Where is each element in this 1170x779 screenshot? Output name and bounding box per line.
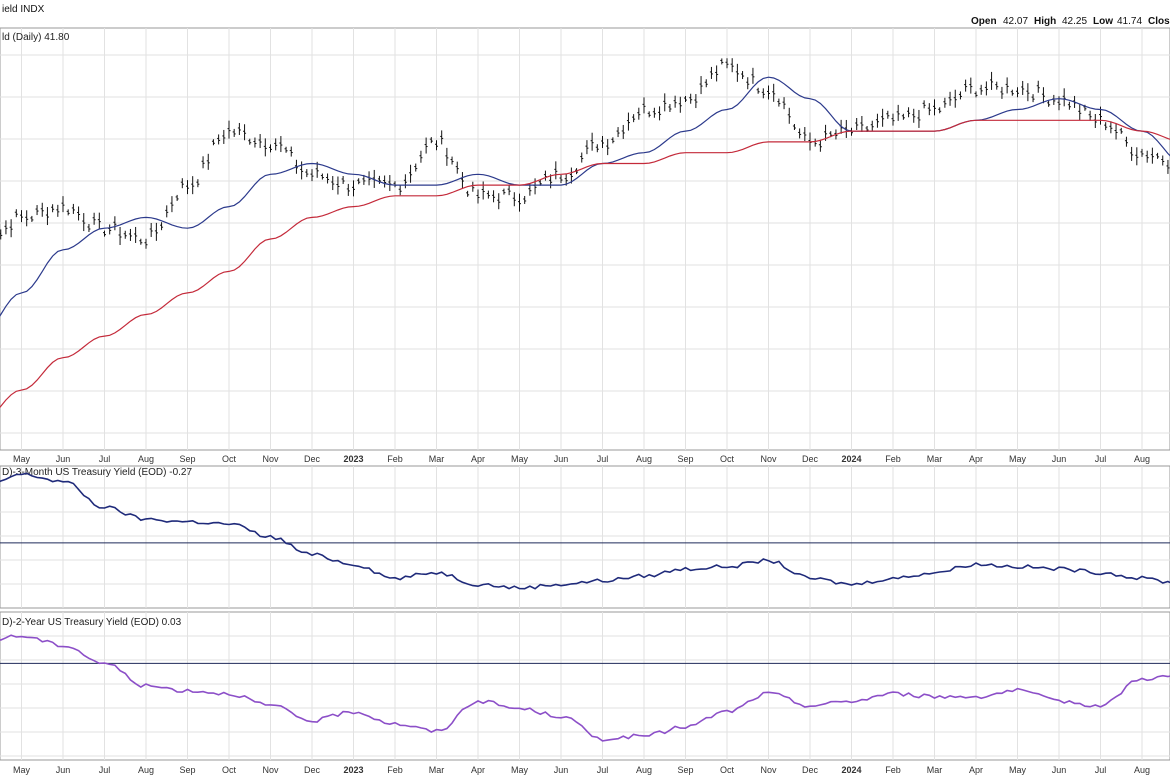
x-tick-label: Jul [597, 765, 609, 775]
x-tick-label: May [511, 765, 529, 775]
x-tick-label: Oct [720, 454, 735, 464]
high-value: 42.25 [1062, 16, 1087, 27]
x-tick-label: Aug [1134, 765, 1150, 775]
x-tick-label: Jun [554, 454, 569, 464]
x-tick-label: Oct [222, 765, 237, 775]
x-tick-label: Apr [471, 454, 485, 464]
x-axis-top: May Jun Jul Aug Sep Oct Nov Dec 2023 Feb Mar Apr May… [13, 454, 1150, 464]
x-tick-label: Mar [429, 765, 445, 775]
x-tick-label: Jun [56, 454, 71, 464]
x-tick-label: Feb [387, 454, 403, 464]
x-tick-label: Aug [1134, 454, 1150, 464]
x-tick-label: Apr [969, 765, 983, 775]
x-tick-label: 2024 [841, 454, 861, 464]
x-tick-label: Feb [885, 765, 901, 775]
corr-2y-grid [0, 612, 1170, 760]
x-tick-label: May [13, 765, 31, 775]
symbol-title: ield INDX [2, 4, 45, 15]
high-label: High [1034, 16, 1056, 27]
x-tick-label: 2024 [841, 765, 861, 775]
x-tick-label: Jul [99, 765, 111, 775]
price-panel: ld (Daily) 41.80 [0, 27, 1170, 451]
x-tick-label: Aug [636, 454, 652, 464]
x-tick-label: May [1009, 765, 1027, 775]
x-tick-label: Jul [597, 454, 609, 464]
x-tick-label: Jun [1052, 454, 1067, 464]
x-tick-label: Mar [429, 454, 445, 464]
open-value: 42.07 [1003, 16, 1028, 27]
x-tick-label: Aug [138, 454, 154, 464]
low-value: 41.74 [1117, 16, 1142, 27]
x-tick-label: Jun [554, 765, 569, 775]
price-panel-grid [0, 28, 1170, 450]
x-tick-label: Dec [802, 454, 819, 464]
x-tick-label: Feb [387, 765, 403, 775]
x-axis-bottom: May Jun Jul Aug Sep Oct Nov Dec 2023 Feb Mar Apr May… [13, 765, 1150, 775]
x-tick-label: Aug [636, 765, 652, 775]
x-tick-label: May [1009, 454, 1027, 464]
x-tick-label: 2023 [343, 454, 363, 464]
corr-3m-panel: D)-3-Month US Treasury Yield (EOD) -0.27 [0, 465, 1170, 609]
x-tick-label: Dec [304, 765, 321, 775]
price-panel-title: ld (Daily) 41.80 [2, 32, 70, 43]
corr-3m-series [0, 472, 1170, 590]
price-panel-series [0, 58, 1170, 409]
ohlc-readout: Open 42.07 High 42.25 Low 41.74 Clos [971, 16, 1170, 27]
x-tick-label: Nov [262, 454, 279, 464]
x-tick-label: Dec [304, 454, 321, 464]
x-tick-label: Jul [1095, 765, 1107, 775]
x-tick-label: Sep [179, 765, 195, 775]
x-tick-label: Sep [677, 454, 693, 464]
x-tick-label: May [13, 454, 31, 464]
low-label: Low [1093, 16, 1113, 27]
corr-2y-title: D)-2-Year US Treasury Yield (EOD) 0.03 [2, 617, 182, 628]
x-tick-label: Mar [927, 454, 943, 464]
x-tick-label: Sep [179, 454, 195, 464]
correlation-line [0, 634, 1170, 742]
x-tick-label: Dec [802, 765, 819, 775]
corr-3m-title: D)-3-Month US Treasury Yield (EOD) -0.27 [2, 467, 192, 478]
x-tick-label: Nov [262, 765, 279, 775]
corr-3m-grid [0, 466, 1170, 608]
x-tick-label: Feb [885, 454, 901, 464]
x-tick-label: Sep [677, 765, 693, 775]
open-label: Open [971, 16, 997, 27]
x-tick-label: Jul [99, 454, 111, 464]
ma-slow-line [0, 119, 1170, 409]
corr-2y-series [0, 634, 1170, 742]
x-tick-label: 2023 [343, 765, 363, 775]
x-tick-label: Apr [471, 765, 485, 775]
close-label: Clos [1148, 16, 1170, 27]
x-tick-label: Apr [969, 454, 983, 464]
x-tick-label: May [511, 454, 529, 464]
x-tick-label: Jul [1095, 454, 1107, 464]
x-tick-label: Nov [760, 454, 777, 464]
x-tick-label: Jun [56, 765, 71, 775]
x-tick-label: Nov [760, 765, 777, 775]
x-tick-label: Jun [1052, 765, 1067, 775]
x-tick-label: Mar [927, 765, 943, 775]
corr-2y-panel: D)-2-Year US Treasury Yield (EOD) 0.03 [0, 611, 1170, 761]
x-tick-label: Oct [222, 454, 237, 464]
x-tick-label: Oct [720, 765, 735, 775]
correlation-line [0, 472, 1170, 590]
x-tick-label: Aug [138, 765, 154, 775]
